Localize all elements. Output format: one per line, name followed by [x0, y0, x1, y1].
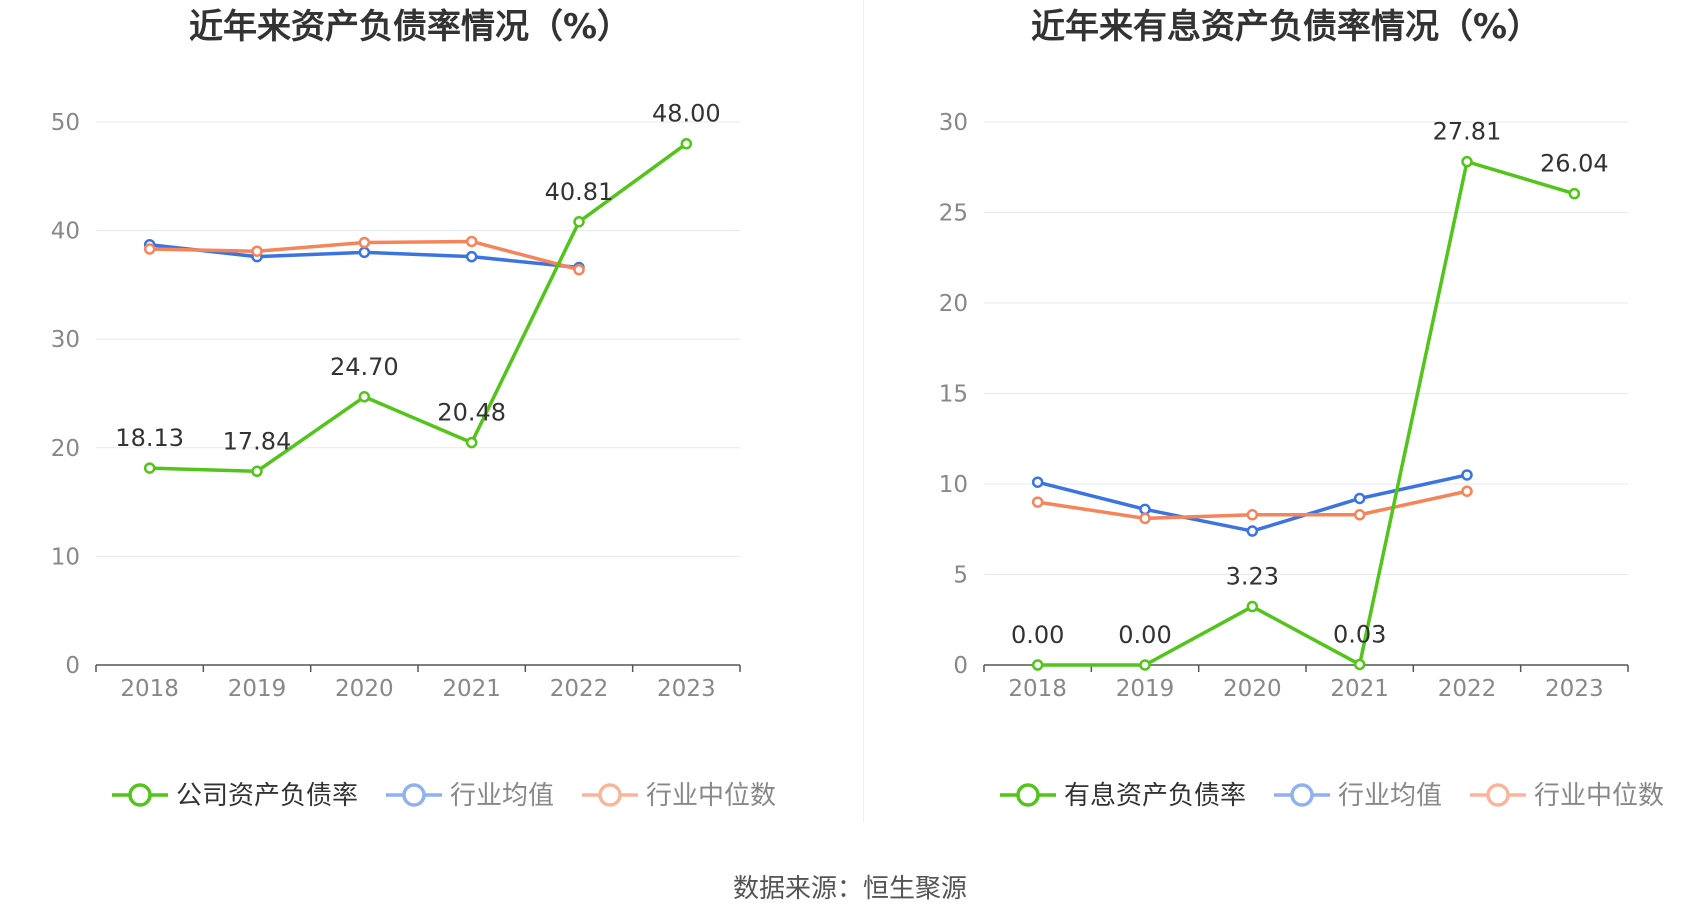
chart-title: 近年来资产负债率情况（%）	[189, 7, 631, 47]
data-point	[1353, 492, 1366, 505]
data-point	[1031, 496, 1044, 508]
data-point	[358, 236, 371, 249]
x-tick-label: 2022	[1438, 676, 1497, 702]
data-point	[573, 216, 585, 228]
data-point	[465, 436, 478, 449]
legend-marker	[1290, 783, 1314, 807]
data-point	[573, 263, 585, 276]
data-point	[1461, 469, 1473, 481]
series-line	[1037, 473, 1468, 533]
y-tick-label: 0	[65, 653, 80, 679]
legend-label: 行业中位数	[1534, 781, 1664, 811]
y-tick-label: 0	[953, 653, 968, 679]
data-label: 3.23	[1226, 563, 1279, 591]
data-label: 0.00	[1118, 621, 1171, 649]
legend-label: 行业均值	[450, 781, 554, 811]
data-point	[1031, 659, 1044, 671]
legend-label: 行业均值	[1338, 781, 1442, 811]
data-point	[1031, 476, 1044, 488]
panel-divider	[863, 0, 864, 822]
y-tick-label: 20	[939, 291, 968, 317]
y-tick-label: 25	[939, 201, 968, 227]
y-tick-label: 30	[51, 327, 80, 353]
legend-label: 公司资产负债率	[176, 781, 358, 811]
data-point	[358, 246, 371, 259]
data-label: 40.81	[545, 178, 614, 206]
y-tick-label: 15	[939, 382, 968, 408]
legend-marker	[402, 783, 426, 807]
data-label: 20.48	[437, 399, 506, 427]
source-label: 数据来源：恒生聚源	[732, 874, 967, 904]
legend-marker	[128, 783, 152, 807]
data-label: 18.13	[115, 424, 184, 452]
x-tick-label: 2018	[1008, 676, 1067, 702]
legend-label: 有息资产负债率	[1064, 781, 1246, 811]
data-point	[465, 235, 478, 248]
data-point	[1461, 155, 1473, 168]
x-tick-label: 2023	[657, 676, 716, 702]
data-point	[1568, 187, 1581, 200]
y-tick-label: 20	[51, 436, 80, 462]
x-tick-label: 2022	[550, 676, 609, 702]
y-tick-label: 50	[51, 110, 80, 136]
data-point	[680, 137, 693, 150]
x-tick-label: 2023	[1545, 676, 1604, 702]
data-label: 24.70	[330, 353, 399, 381]
data-point	[465, 250, 478, 263]
legend-marker	[1016, 783, 1040, 807]
chart-right: 近年来有息资产负债率情况（%） 0 5 10 15 20 25 30 2018 2019 2020 2…	[939, 7, 1664, 811]
x-tick-label: 2020	[1223, 676, 1282, 702]
data-point	[1246, 509, 1259, 521]
data-label: 27.81	[1433, 118, 1502, 146]
chart-left: 近年来资产负债率情况（%） 0 10 20 30 40 50 2018 2019 2020 2021…	[51, 7, 776, 811]
y-tick-label: 10	[939, 472, 968, 498]
data-label: 17.84	[223, 427, 292, 455]
data-point	[1246, 525, 1259, 537]
y-tick-label: 40	[51, 219, 80, 245]
x-tick-label: 2021	[442, 676, 501, 702]
data-point	[1353, 658, 1366, 671]
x-tick-label: 2018	[120, 676, 179, 702]
legend-marker	[1486, 783, 1510, 807]
data-point	[1139, 659, 1151, 671]
y-tick-label: 30	[939, 110, 968, 136]
chart-title: 近年来有息资产负债率情况（%）	[1031, 7, 1541, 47]
data-label: 0.00	[1011, 621, 1064, 649]
x-tick-label: 2021	[1330, 676, 1389, 702]
data-point	[1139, 512, 1151, 525]
series-line	[1037, 159, 1575, 667]
x-tick-label: 2019	[1116, 676, 1175, 702]
legend-label: 行业中位数	[646, 781, 776, 811]
y-tick-label: 5	[953, 563, 968, 589]
series-line	[149, 142, 688, 474]
data-point	[358, 391, 371, 403]
data-point	[1461, 485, 1473, 497]
data-label: 0.03	[1333, 620, 1386, 648]
y-tick-label: 10	[51, 544, 80, 570]
data-point	[1246, 600, 1259, 613]
data-point	[1353, 509, 1366, 521]
data-point	[251, 245, 263, 257]
data-label: 48.00	[652, 100, 721, 128]
legend-marker	[598, 783, 622, 807]
x-tick-label: 2020	[335, 676, 394, 702]
data-point	[251, 465, 263, 478]
data-point	[143, 462, 156, 474]
data-point	[143, 243, 156, 255]
x-tick-label: 2019	[228, 676, 287, 702]
data-label: 26.04	[1540, 150, 1609, 178]
data-point	[1139, 503, 1151, 516]
